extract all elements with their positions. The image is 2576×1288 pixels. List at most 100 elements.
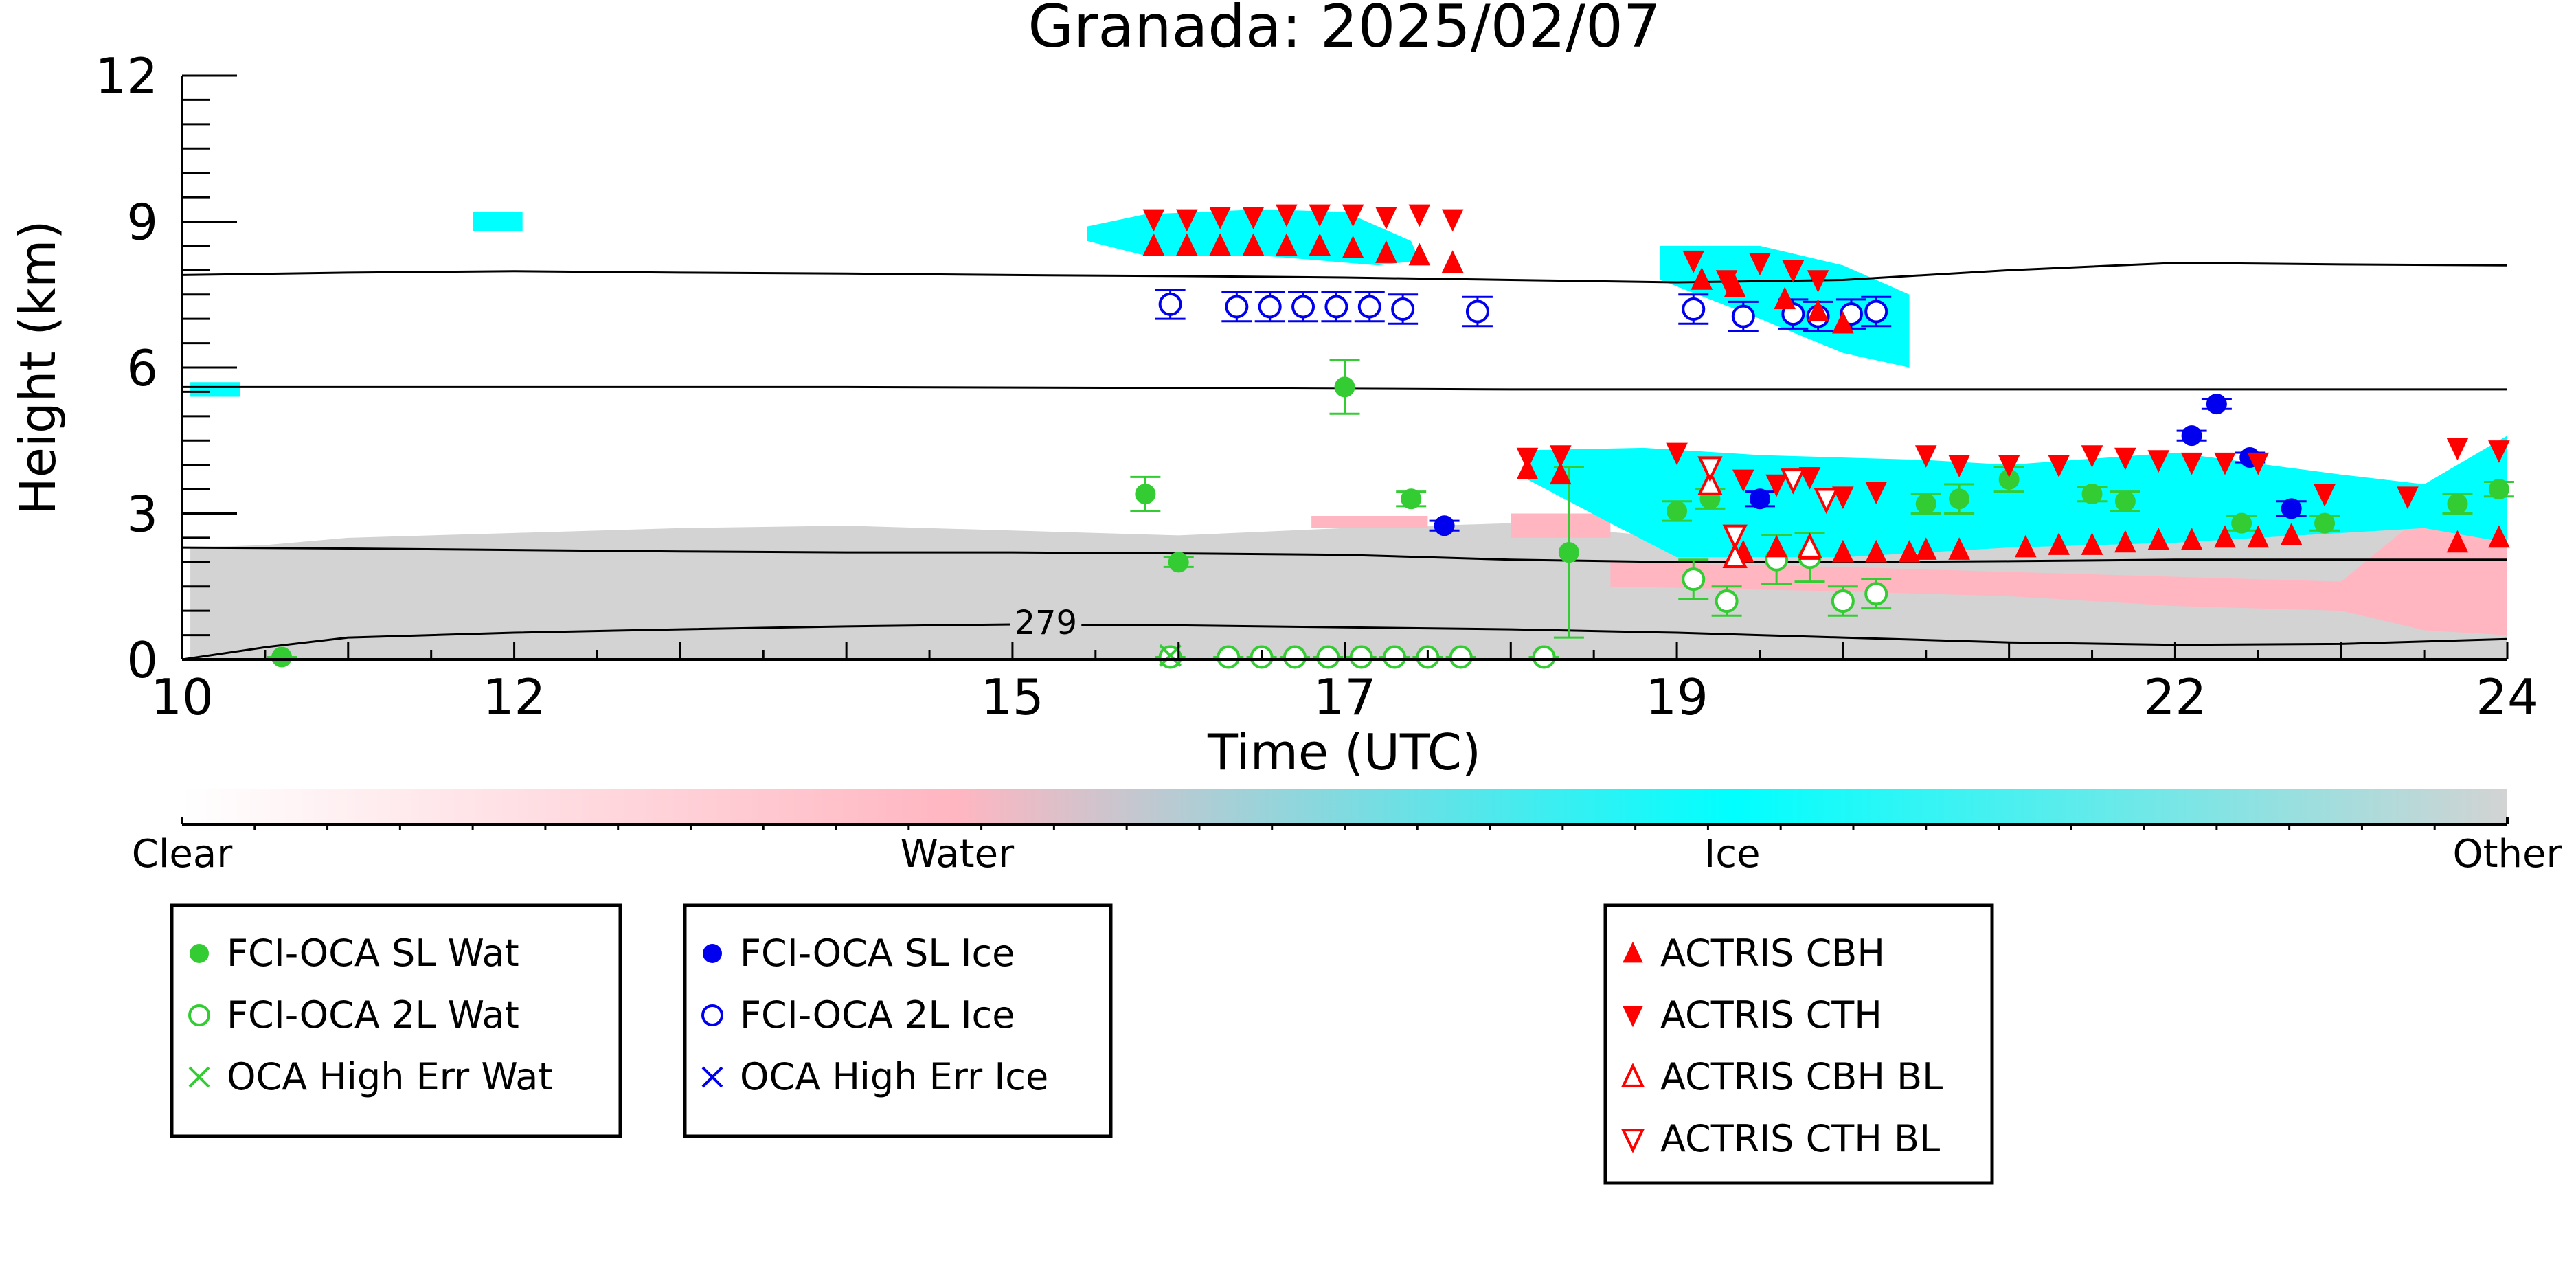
marker-6-20 (1832, 539, 1854, 563)
legend-marker (1623, 941, 1643, 963)
classification-colorbar: Clear Water Ice Other (132, 789, 2563, 877)
x-tick-label: 10 (150, 668, 214, 726)
marker-1-4 (1316, 645, 1340, 669)
colorbar-labels: Clear Water Ice Other (132, 832, 2563, 877)
marker-7-10 (1516, 447, 1539, 471)
marker-6-15 (1807, 299, 1829, 321)
temperature-contours: 279 (182, 262, 2507, 659)
series-oca-high-err-wat (1159, 644, 1182, 667)
marker-4-9 (1731, 304, 1755, 328)
marker-6-3 (1242, 233, 1265, 256)
marker-7-7 (1375, 207, 1397, 229)
marker-1-8 (1449, 645, 1473, 669)
marker-4-8 (1682, 297, 1706, 321)
marker-6-13 (1724, 274, 1746, 297)
marker-7-8 (1408, 204, 1431, 227)
marker-1-6 (1383, 645, 1407, 669)
marker-7-26 (2048, 455, 2070, 478)
marker-4-0 (1158, 292, 1182, 316)
x-tick-label: 19 (1645, 668, 1708, 726)
region-water-3 (1610, 513, 2507, 635)
legend-label: ACTRIS CTH BL (1660, 1117, 1940, 1160)
marker-7-14 (1749, 253, 1771, 276)
legend-box-1: FCI-OCA SL Ice FCI-OCA 2L Ice OCA High Err… (683, 903, 1113, 1138)
marker-3-1 (1749, 488, 1770, 510)
marker-7-13 (1715, 270, 1738, 293)
marker-6-23 (1914, 537, 1937, 560)
marker-4-13 (1864, 300, 1888, 324)
marker-1-1 (1217, 645, 1241, 669)
x-tick-label: 24 (2476, 668, 2539, 726)
marker-4-4 (1324, 295, 1348, 319)
marker-6-11 (1550, 462, 1572, 485)
marker-7-9 (1441, 209, 1464, 232)
marker-7-0 (1142, 209, 1165, 232)
y-axis-label: Height (km) (9, 221, 67, 515)
marker-3-0 (1434, 515, 1455, 536)
marker-7-28 (2114, 447, 2136, 471)
legend-marker (188, 1004, 210, 1026)
legend-marker-b (701, 1066, 723, 1088)
legend-frame (1603, 903, 1994, 1185)
data-markers (267, 204, 2514, 669)
legend-marker (190, 944, 209, 963)
marker-4-1 (1225, 295, 1249, 319)
marker-0-10 (1915, 493, 1936, 515)
y-tick-label: 9 (126, 194, 158, 251)
marker-4-5 (1357, 295, 1381, 319)
marker-1-3 (1283, 645, 1307, 669)
marker-1-9 (1532, 645, 1556, 669)
marker-7-34 (2397, 486, 2419, 510)
legend-box-0: FCI-OCA SL Wat FCI-OCA 2L Wat OCA High Err… (170, 903, 622, 1138)
x-tick-label: 12 (483, 668, 546, 726)
marker-0-16 (2314, 512, 2336, 534)
marker-0-2 (1168, 552, 1189, 573)
legend-marker (701, 1066, 723, 1088)
marker-6-16 (1832, 310, 1854, 334)
marker-7-32 (2247, 452, 2270, 475)
marker-7-11 (1550, 445, 1572, 468)
marker-3-2 (2181, 425, 2202, 447)
marker-6-27 (2081, 532, 2103, 555)
marker-7-2 (1209, 207, 1231, 229)
chart-title: Granada: 2025/02/07 (1028, 0, 1660, 61)
marker-0-7 (1558, 542, 1579, 563)
legend-marker-b (188, 1066, 210, 1088)
legend-label: FCI-OCA 2L Wat (227, 993, 519, 1037)
marker-7-35 (2446, 438, 2469, 461)
legend-label: ACTRIS CBH BL (1660, 1055, 1943, 1098)
legend-marker (701, 1004, 723, 1026)
marker-9-1 (1722, 524, 1748, 551)
series-actris-cth (1142, 204, 2510, 510)
x-tick-label: 15 (981, 668, 1044, 726)
marker-7-4 (1276, 204, 1298, 227)
legend-marker (1623, 1006, 1643, 1028)
marker-0-12 (1998, 468, 2020, 490)
x-tick-label: 22 (2144, 668, 2207, 726)
marker-6-24 (1948, 537, 1970, 560)
legend-label: FCI-OCA SL Ice (740, 931, 1015, 975)
legend-label: ACTRIS CTH (1660, 993, 1882, 1037)
marker-1-10 (1682, 567, 1706, 591)
marker-7-27 (2081, 445, 2103, 468)
legend-label: ACTRIS CBH (1660, 931, 1885, 975)
legend-marker (188, 1066, 210, 1088)
legend-label: OCA High Err Wat (227, 1055, 553, 1098)
marker-3-3 (2206, 394, 2227, 415)
colorbar-label: Water (901, 832, 1015, 877)
marker-2-0-b (1159, 644, 1182, 667)
marker-6-8 (1408, 242, 1431, 266)
region-ice-7 (473, 212, 523, 231)
marker-6-12 (1691, 267, 1713, 290)
marker-9-2 (1781, 468, 1806, 495)
contour-label-bg (1010, 604, 1082, 640)
marker-3-5 (2281, 498, 2302, 519)
temperature-contour-2 (182, 546, 2507, 563)
marker-6-34 (2446, 530, 2469, 553)
marker-7-19 (1765, 474, 1787, 497)
marker-4-7 (1465, 300, 1489, 324)
legend-marker (703, 944, 722, 963)
marker-6-21 (1865, 539, 1888, 563)
marker-6-2 (1209, 233, 1231, 256)
